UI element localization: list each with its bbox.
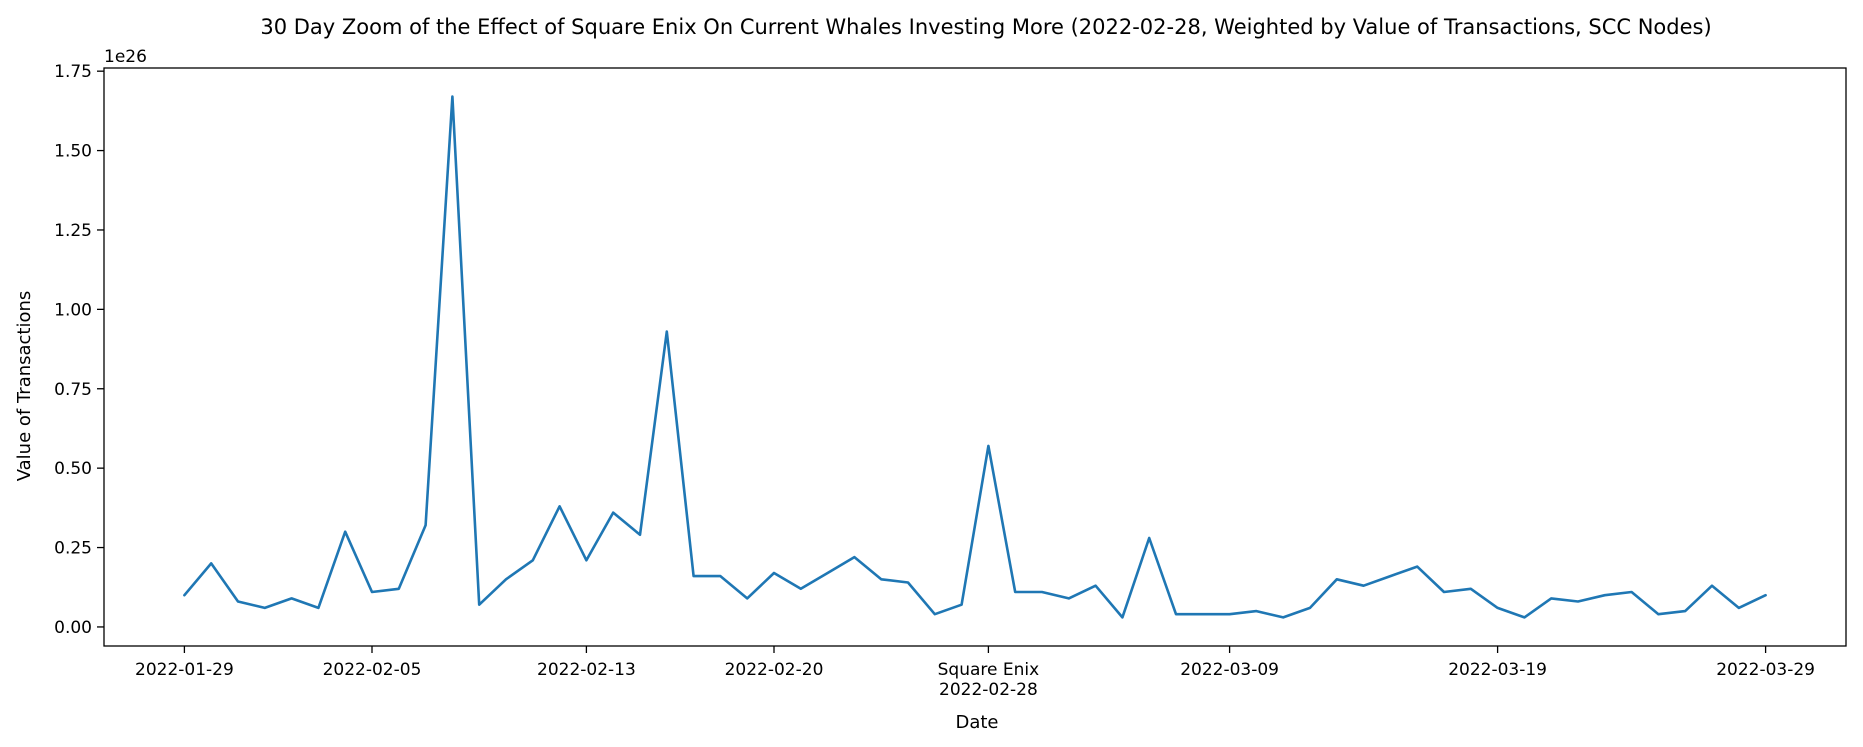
y-offset-label: 1e26	[104, 47, 147, 67]
x-tick-label: 2022-02-05	[323, 660, 422, 680]
y-tick-label: 1.00	[54, 300, 92, 320]
x-tick-label: 2022-02-13	[537, 660, 636, 680]
plot-frame	[103, 67, 1847, 647]
x-tick-label: Square Enix 2022-02-28	[938, 660, 1040, 700]
y-axis-label: Value of Transactions	[14, 291, 35, 482]
y-tick-label: 0.50	[54, 459, 92, 479]
y-tick-label: 1.50	[54, 142, 92, 162]
y-tick-label: 0.75	[54, 380, 92, 400]
y-tick-label: 1.25	[54, 221, 92, 241]
axis-ticks: 0.00 0.25 0.50 0.75 1.00 1.25 1.50 1.75 2022-01-…	[54, 62, 1815, 700]
x-tick-label: 2022-03-09	[1180, 660, 1279, 680]
x-tick-label: 2022-03-29	[1716, 660, 1815, 680]
x-axis-label: Date	[955, 712, 998, 733]
series-line	[183, 95, 1767, 619]
y-tick-label: 0.25	[54, 539, 92, 559]
y-tick-label: 1.75	[54, 62, 92, 82]
chart-title: 30 Day Zoom of the Effect of Square Enix…	[260, 15, 1711, 39]
x-tick-label: 2022-02-20	[725, 660, 824, 680]
x-tick-label: 2022-03-19	[1448, 660, 1547, 680]
y-tick-label: 0.00	[54, 618, 92, 638]
x-tick-label: 2022-01-29	[135, 660, 234, 680]
